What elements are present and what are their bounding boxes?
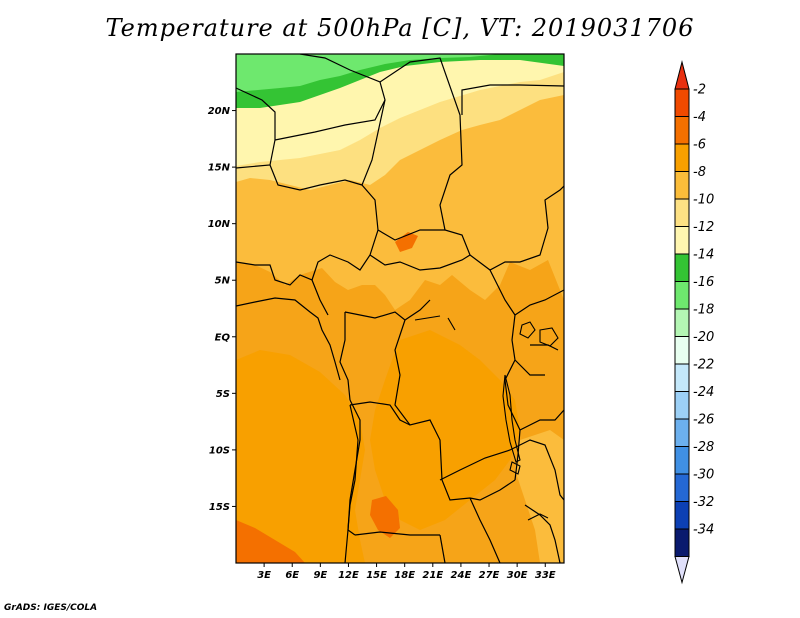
lat-tick-label: 5S: [216, 389, 230, 400]
lon-tick-label: 21E: [422, 570, 443, 581]
grads-credit: GrADS: IGES/COLA: [4, 603, 98, 613]
colorbar-label: -10: [693, 193, 714, 208]
lon-tick-label: 18E: [394, 570, 415, 581]
lon-tick-label: 27E: [479, 570, 500, 581]
map-panel: 20N 15N 10N 5N EQ 5S 10S 15S 3E 6E 9E 12E 15E 18E 21E…: [208, 53, 565, 581]
colorbar-label: -4: [693, 110, 706, 125]
temperature-band-minus-14-to-16: [236, 54, 500, 92]
lon-tick-label: 15E: [366, 570, 387, 581]
colorbar-swatch: [674, 116, 690, 145]
warm-patch-minus-2-to-4-south: [370, 496, 400, 538]
lat-tick-label: 15S: [209, 502, 230, 513]
colorbar-swatch: [674, 226, 690, 255]
warm-patch-minus-2-to-4-center: [395, 232, 418, 252]
lat-tick-label: 10S: [209, 445, 230, 456]
colorbar-swatch: [674, 253, 690, 282]
colorbar-label: -18: [693, 303, 714, 318]
colorbar-swatch: [674, 171, 690, 200]
colorbar-label: -6: [693, 138, 706, 153]
lat-tick-label: 5N: [215, 276, 231, 287]
lat-tick-label: EQ: [215, 332, 231, 343]
colorbar-label: -16: [693, 275, 714, 290]
lat-tick-label: 20N: [208, 106, 231, 117]
colorbar-swatch: [674, 446, 690, 475]
colorbar-label: -30: [693, 468, 714, 483]
map-frame-border: [235, 53, 565, 564]
colorbar-label: -24: [693, 385, 714, 400]
colorbar-label: -22: [693, 358, 714, 373]
colorbar-label: -34: [693, 523, 714, 538]
colorbar-swatch: [674, 473, 690, 502]
colorbar-under-arrow: [674, 556, 690, 585]
temperature-band-minus-4-to-6-west: [236, 350, 365, 563]
colorbar-swatch: [674, 528, 690, 557]
map-title: Temperature at 500hPa [C], VT: 201903170…: [105, 14, 695, 42]
colorbar-swatch: [674, 336, 690, 365]
lon-tick-label: 3E: [257, 570, 271, 581]
colorbar-label: -20: [693, 330, 714, 345]
colorbar-swatch: [674, 363, 690, 392]
lon-tick-label: 33E: [535, 570, 556, 581]
country-borders: [236, 54, 564, 563]
lat-tick-label: 15N: [208, 163, 231, 174]
lon-tick-label: 30E: [507, 570, 528, 581]
colorbar-swatch: [674, 198, 690, 227]
colorbar-swatch: [674, 88, 690, 117]
colorbar-over-arrow: [674, 60, 690, 90]
colorbar-swatch: [674, 143, 690, 172]
colorbar: -2 -4 -6 -8 -10 -12 -14 -16 -18 -20 -22 -24 -26 -28 -3…: [674, 60, 714, 585]
colorbar-label: -28: [693, 440, 714, 455]
colorbar-label: -26: [693, 413, 714, 428]
lake-outlines: [414, 315, 559, 521]
temperature-band-minus-4-to-6-east: [370, 330, 520, 530]
lat-tick-label: 10N: [208, 219, 231, 230]
lon-tick-label: 24E: [451, 570, 472, 581]
lon-tick-label: 9E: [313, 570, 327, 581]
colorbar-swatch: [674, 418, 690, 447]
colorbar-label: -12: [693, 220, 714, 235]
colorbar-swatch: [674, 308, 690, 337]
colorbar-label: -8: [693, 165, 706, 180]
warm-patch-minus-2-to-4-southwest: [236, 520, 305, 563]
colorbar-label: -2: [693, 83, 706, 98]
lon-tick-label: 12E: [338, 570, 359, 581]
lon-tick-label: 6E: [285, 570, 299, 581]
longitude-axis: 3E 6E 9E 12E 15E 18E 21E 24E 27E 30E 33E: [257, 563, 556, 581]
latitude-axis: 20N 15N 10N 5N EQ 5S 10S 15S: [208, 106, 236, 513]
colorbar-swatch: [674, 391, 690, 420]
colorbar-swatch: [674, 281, 690, 310]
colorbar-label: -14: [693, 248, 714, 263]
colorbar-label: -32: [693, 495, 714, 510]
colorbar-swatch: [674, 501, 690, 530]
